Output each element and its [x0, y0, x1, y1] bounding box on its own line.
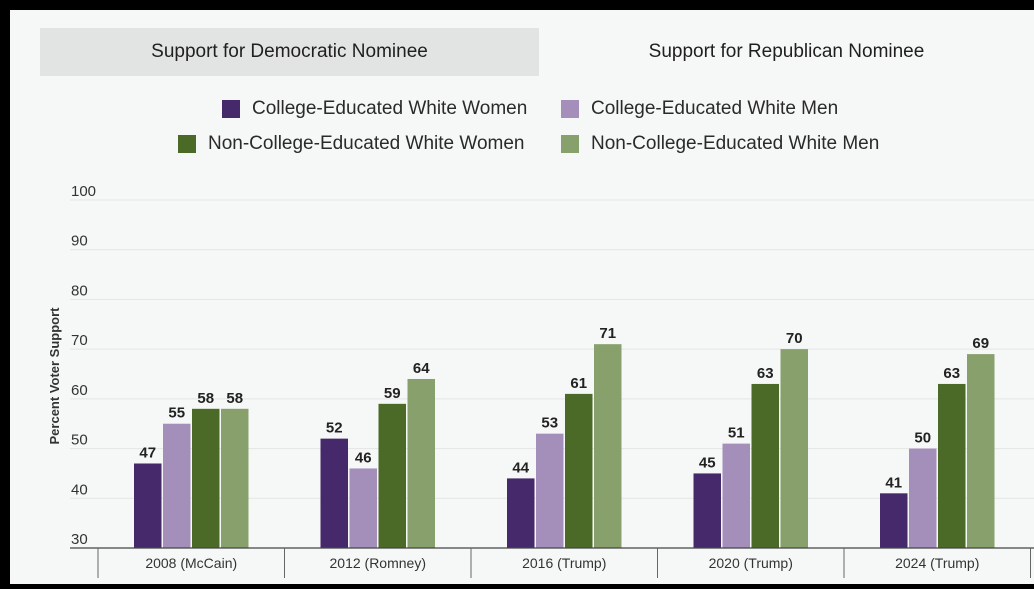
y-tick-label: 90 — [71, 233, 88, 250]
y-tick-label: 80 — [71, 282, 88, 299]
bar — [407, 378, 435, 548]
bar — [565, 393, 593, 548]
data-label: 47 — [139, 444, 156, 461]
data-label: 52 — [326, 420, 343, 437]
data-label: 63 — [757, 365, 774, 382]
y-tick-label: 60 — [71, 382, 88, 399]
x-tick-label: 2024 (Trump) — [895, 555, 979, 571]
data-label: 61 — [570, 375, 587, 392]
legend-swatch — [222, 100, 240, 118]
bar — [536, 433, 564, 548]
data-label: 63 — [943, 365, 960, 382]
y-tick-label: 50 — [71, 432, 88, 449]
bar — [507, 478, 535, 548]
y-tick-label: 40 — [71, 481, 88, 498]
y-tick-label: 100 — [71, 183, 96, 200]
bar — [751, 383, 779, 548]
bar — [780, 349, 808, 548]
data-label: 58 — [197, 390, 214, 407]
data-label: 51 — [728, 425, 745, 442]
x-tick-label: 2020 (Trump) — [709, 555, 793, 571]
data-label: 55 — [168, 405, 185, 422]
data-label: 50 — [914, 430, 931, 447]
y-tick-label: 30 — [71, 531, 88, 548]
legend-item-college-women[interactable]: College-Educated White Women — [222, 98, 527, 120]
data-label: 46 — [355, 449, 372, 466]
bar — [594, 344, 622, 548]
tab-bar: Support for Democratic Nominee Support f… — [40, 28, 1034, 76]
legend-swatch — [178, 135, 196, 153]
bar-chart: 30 40 50 60 70 80 90 100 47 55 58 58 2008 (McCain) 52… — [47, 183, 1034, 578]
legend-swatch — [561, 100, 579, 118]
bar — [221, 408, 249, 548]
bar — [722, 443, 750, 548]
x-tick-label: 2008 (McCain) — [145, 555, 237, 571]
bar — [320, 438, 348, 548]
bar — [134, 463, 162, 548]
bar — [693, 473, 721, 548]
data-label: 69 — [972, 335, 989, 352]
y-axis-title: Percent Voter Support — [47, 307, 62, 445]
bar — [163, 423, 191, 548]
legend-label: Non-College-Educated White Men — [591, 133, 880, 154]
data-label: 71 — [599, 325, 616, 342]
data-label: 59 — [384, 385, 401, 402]
tab-republican-nominee[interactable]: Support for Republican Nominee — [539, 28, 1034, 76]
legend-item-noncollege-women[interactable]: Non-College-Educated White Women — [178, 133, 524, 155]
data-label: 70 — [786, 330, 803, 347]
bar — [349, 468, 377, 548]
chart-panel: Support for Democratic Nominee Support f… — [10, 10, 1034, 584]
bar — [909, 448, 937, 548]
legend-swatch — [561, 135, 579, 153]
legend-item-college-men[interactable]: College-Educated White Men — [561, 98, 838, 120]
data-label: 44 — [512, 459, 529, 476]
legend-label: Non-College-Educated White Women — [208, 133, 525, 154]
x-tick-label: 2016 (Trump) — [522, 555, 606, 571]
bar — [938, 383, 966, 548]
legend-item-noncollege-men[interactable]: Non-College-Educated White Men — [561, 133, 879, 155]
data-label: 45 — [699, 454, 716, 471]
data-label: 53 — [541, 415, 558, 432]
y-tick-label: 70 — [71, 332, 88, 349]
tab-democratic-nominee[interactable]: Support for Democratic Nominee — [40, 28, 539, 76]
data-label: 41 — [885, 474, 902, 491]
bar — [967, 354, 995, 548]
legend-label: College-Educated White Men — [591, 98, 839, 119]
x-tick-label: 2012 (Romney) — [330, 555, 427, 571]
bar — [192, 408, 220, 548]
data-label: 58 — [226, 390, 243, 407]
data-label: 64 — [413, 360, 430, 377]
legend-label: College-Educated White Women — [252, 98, 528, 119]
bar — [880, 493, 908, 548]
bar — [378, 403, 406, 548]
